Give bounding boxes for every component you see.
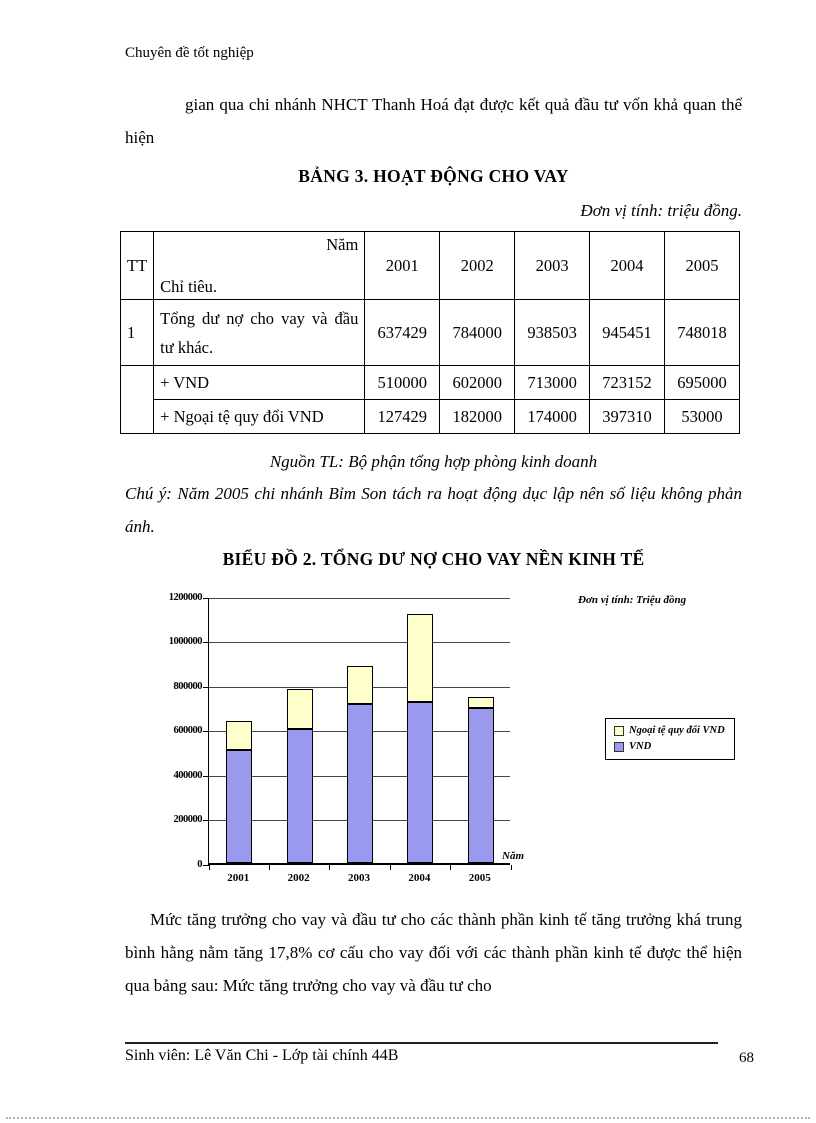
legend-entry: VND (614, 741, 725, 752)
y-tickmark (203, 731, 209, 733)
gridline (209, 642, 510, 643)
bar-segment-VND-2002 (286, 729, 313, 863)
y-tick-label: 200000 (173, 814, 203, 825)
bar-segment-VND-2005 (467, 708, 494, 863)
x-tickmark (268, 865, 271, 870)
legend-entry: Ngoại tệ quy đổi VND (614, 725, 725, 736)
stacked-bar-chart: 0 200000 400000 600000 800000 1000000 1200000 … (150, 588, 770, 893)
cell-value: 695000 (664, 365, 740, 400)
legend-swatch (614, 725, 624, 736)
bar-segment-Ngoại tệ quy đổi VND-2004 (407, 613, 434, 703)
y-tickmark (203, 642, 209, 644)
header-cell-year: 2005 (664, 231, 740, 300)
running-header: Chuyên đề tốt nghiệp (125, 45, 254, 61)
y-tickmark (203, 775, 209, 777)
cell-value: 713000 (514, 365, 591, 400)
bar-segment-VND-2004 (407, 702, 434, 863)
cell-tt: 1 (119, 299, 155, 366)
cell-tt-empty (119, 365, 155, 434)
y-tick-label: 800000 (173, 680, 203, 692)
x-tick-label: 2004 (408, 872, 431, 884)
paragraph-intro: gian qua chi nhánh NHCT Thanh Hoá đạt đư… (125, 95, 742, 147)
bar-segment-Ngoại tệ quy đổi VND-2002 (286, 688, 313, 730)
cell-value: 174000 (514, 399, 591, 434)
legend-swatch (614, 741, 624, 752)
chart-plot (203, 597, 512, 870)
y-tick-label: 0 (197, 858, 202, 870)
chart-x-labels: 2001 2002 2003 2004 2005 (208, 872, 510, 888)
table-header-row: TT Năm Chỉ tiêu. 2001 2002 2003 2004 200… (119, 231, 740, 300)
cell-value: 748018 (664, 299, 740, 366)
cell-label: + VND (153, 365, 366, 400)
x-tick-label: 2003 (347, 872, 370, 884)
page-number: 68 (739, 1050, 754, 1066)
table-row: + Ngoại tệ quy đổi VND 127429 182000 174… (121, 399, 740, 434)
footer-student-name: Sinh viên: Lê Văn Chi - Lớp tài chính 44… (125, 1047, 399, 1064)
header-label-nam: Năm (326, 234, 359, 254)
x-tickmark (450, 865, 452, 870)
header-cell-year: 2004 (589, 231, 666, 300)
bar-segment-Ngoại tệ quy đổi VND-2005 (467, 696, 494, 709)
cell-value: 784000 (439, 299, 516, 366)
y-tickmark (203, 864, 209, 866)
header-cell-year: 2001 (364, 231, 441, 300)
y-tickmark (203, 820, 209, 822)
bar-segment-Ngoại tệ quy đổi VND-2001 (226, 721, 253, 750)
y-tickmark (203, 686, 209, 688)
table-note: Chú ý: Năm 2005 chi nhánh Bỉm Son tách r… (125, 484, 742, 536)
cell-label: Tổng dư nợ cho vay và đầu tư khác. (153, 299, 366, 366)
loan-activity-table: TT Năm Chỉ tiêu. 2001 2002 2003 2004 200… (119, 231, 740, 434)
cell-value: 53000 (664, 399, 740, 434)
page-content: Chuyên đề tốt nghiệp gian qua chi nhánh … (119, 0, 742, 1002)
chart-xaxis-name: Năm (502, 850, 524, 862)
x-tick-label: 2005 (468, 872, 491, 884)
chart-legend: Ngoại tệ quy đổi VND VND (605, 718, 735, 760)
table-title: BẢNG 3. HOẠT ĐỘNG CHO VAY (298, 166, 569, 186)
cell-label: + Ngoại tệ quy đổi VND (153, 399, 366, 434)
y-tick-label: 600000 (173, 725, 203, 736)
header-cell-nam-chitieu: Năm Chỉ tiêu. (153, 231, 366, 300)
x-tick-label: 2001 (227, 872, 250, 884)
header-cell-year: 2002 (439, 231, 516, 300)
table-row: 1 Tổng dư nợ cho vay và đầu tư khác. 637… (119, 299, 740, 366)
paragraph-growth: Mức tăng trưởng cho vay và đầu tư cho cá… (125, 910, 742, 995)
header-cell-year: 2003 (514, 231, 591, 300)
x-tickmark (389, 865, 391, 870)
footer-rule (125, 1042, 718, 1044)
chart-unit-note: Đơn vị tính: Triệu đồng (578, 594, 687, 606)
y-tickmark (203, 597, 209, 599)
cell-value: 182000 (439, 399, 516, 434)
cell-value: 602000 (439, 365, 516, 400)
cell-value: 510000 (364, 365, 441, 400)
cell-value: 397310 (589, 399, 666, 434)
x-tickmark (329, 865, 331, 870)
legend-label: VND (629, 741, 652, 752)
y-tick-label: 1000000 (168, 636, 203, 647)
gridline (209, 597, 510, 599)
x-tick-label: 2002 (287, 872, 310, 884)
y-tick-label: 1200000 (168, 591, 203, 603)
header-cell-tt: TT (119, 231, 155, 300)
header-label-chitieu: Chỉ tiêu. (160, 276, 218, 296)
bar-segment-VND-2003 (347, 704, 373, 863)
x-tickmark (208, 865, 210, 870)
chart-y-labels: 0 200000 400000 600000 800000 1000000 1200000 (150, 592, 203, 870)
y-tick-label: 400000 (173, 769, 203, 781)
cell-value: 637429 (364, 299, 441, 366)
bar-segment-VND-2001 (226, 749, 253, 863)
cell-value: 127429 (364, 399, 441, 434)
x-tickmark (510, 865, 512, 870)
chart-title: BIỂU ĐỒ 2. TỔNG DƯ NỢ CHO VAY NỀN KINH T… (222, 549, 645, 569)
table-row: + VND 510000 602000 713000 723152 695000 (119, 365, 740, 434)
page-footer: Sinh viên: Lê Văn Chi - Lớp tài chính 44… (125, 1042, 765, 1066)
cell-value: 938503 (514, 299, 591, 366)
table-source: Nguồn TL: Bộ phận tổng hợp phòng kinh do… (269, 452, 598, 471)
cell-value: 945451 (589, 299, 666, 366)
legend-label: Ngoại tệ quy đổi VND (629, 725, 725, 736)
bar-segment-Ngoại tệ quy đổi VND-2003 (347, 665, 373, 705)
table-unit-note: Đơn vị tính: triệu đồng. (580, 201, 742, 220)
cell-value: 723152 (589, 365, 666, 400)
